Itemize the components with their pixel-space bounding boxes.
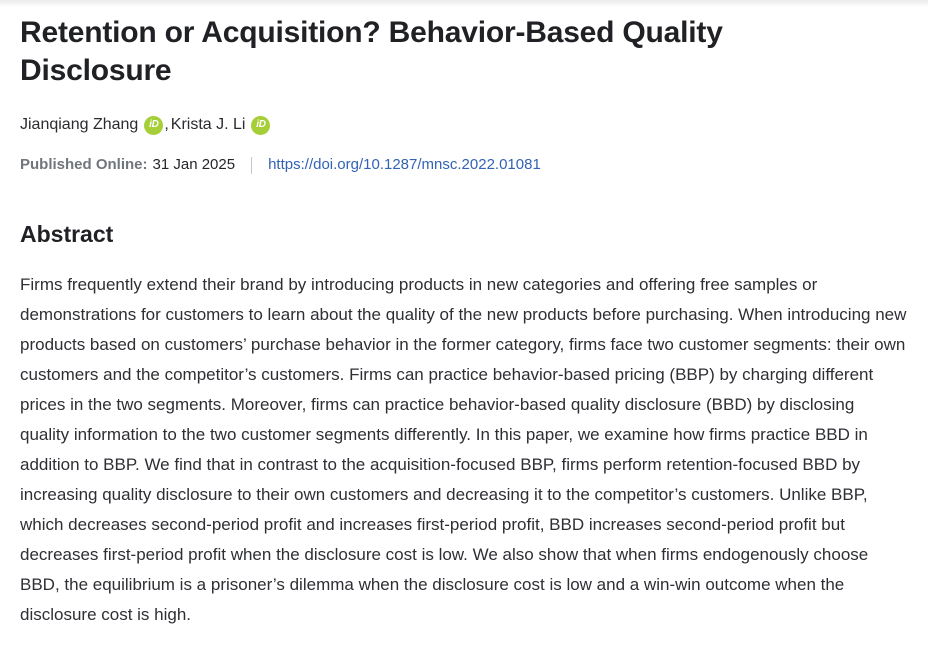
- meta-divider: [251, 156, 253, 174]
- page-top-edge-shadow: [0, 0, 928, 7]
- publication-meta: Published Online: 31 Jan 2025 https://do…: [20, 155, 908, 175]
- author-name-2[interactable]: Krista J. Li: [170, 116, 246, 133]
- orcid-id-icon[interactable]: iD: [144, 115, 164, 135]
- published-online-label: Published Online:: [20, 156, 148, 173]
- article-content: Retention or Acquisition? Behavior-Based…: [20, 16, 908, 624]
- page-title: Retention or Acquisition? Behavior-Based…: [20, 16, 723, 87]
- abstract-text: Firms frequently extend their brand by i…: [20, 275, 907, 624]
- author-separator: ,: [164, 116, 169, 133]
- author-list: Jianqiang Zhang iD , Krista J. Li iD: [20, 114, 908, 136]
- orcid-id-icon[interactable]: iD: [251, 115, 271, 135]
- abstract-heading: Abstract: [20, 221, 114, 247]
- doi-link[interactable]: https://doi.org/10.1287/mnsc.2022.01081: [268, 156, 541, 173]
- author-name-1[interactable]: Jianqiang Zhang: [20, 116, 139, 133]
- published-online-date: 31 Jan 2025: [152, 156, 236, 173]
